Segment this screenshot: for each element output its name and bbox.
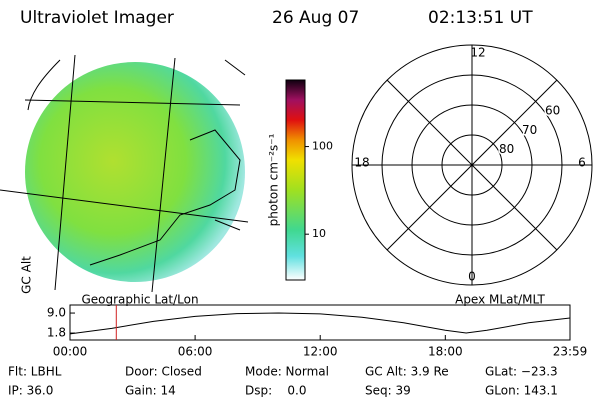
time: 02:13:51 UT [428, 8, 533, 28]
info-field: Mode: Normal [245, 365, 329, 379]
alt-xtick-label: 18:00 [428, 345, 463, 359]
alt-xtick-label: 23:59 [553, 345, 588, 359]
polar-lat-label: 80 [499, 142, 514, 156]
info-field: Dsp: 0.0 [245, 384, 307, 398]
info-field: Door: Closed [125, 365, 202, 379]
polar-ring [381, 74, 563, 256]
info-field: IP: 36.0 [8, 384, 53, 398]
polar-lat-label: 70 [522, 123, 537, 137]
info-field: GC Alt: 3.9 Re [365, 365, 449, 379]
polar-label: Apex MLat/MLT [455, 293, 545, 307]
polar-spoke [386, 79, 558, 251]
alt-xtick-label: 06:00 [178, 345, 213, 359]
alt-xtick-label: 12:00 [303, 345, 338, 359]
polar-lat-label: 60 [545, 104, 560, 118]
colorbar [285, 79, 306, 281]
colorbar-tick-label: 10 [312, 227, 326, 240]
title: Ultraviolet Imager [20, 8, 174, 28]
image-label: Geographic Lat/Lon [81, 293, 198, 307]
polar-mlt-label: 6 [578, 156, 586, 170]
info-field: Seq: 39 [365, 384, 411, 398]
alt-line [69, 312, 571, 335]
uv-image [0, 54, 249, 293]
polar-mlt-label: 18 [354, 156, 369, 170]
alt-ytick-label: 1.8 [47, 326, 66, 340]
alt-xtick-label: 00:00 [53, 345, 88, 359]
colorbar-label: photon cm⁻²s⁻¹ [267, 133, 281, 226]
colorbar-tick-label: 100 [312, 140, 333, 153]
polar-mlt-label: 12 [470, 46, 485, 60]
info-field: GLat: −23.3 [485, 365, 558, 379]
info-field: GLon: 143.1 [485, 384, 558, 398]
polar-mlt-label: 0 [468, 270, 476, 284]
info-field: Gain: 14 [125, 384, 176, 398]
polar-ring [411, 104, 533, 226]
polar-ring [441, 134, 503, 196]
info-field: Flt: LBHL [8, 365, 62, 379]
alt-ytick-label: 9.0 [47, 306, 66, 320]
date: 26 Aug 07 [272, 8, 359, 28]
alt-ylabel: GC Alt [20, 256, 34, 294]
